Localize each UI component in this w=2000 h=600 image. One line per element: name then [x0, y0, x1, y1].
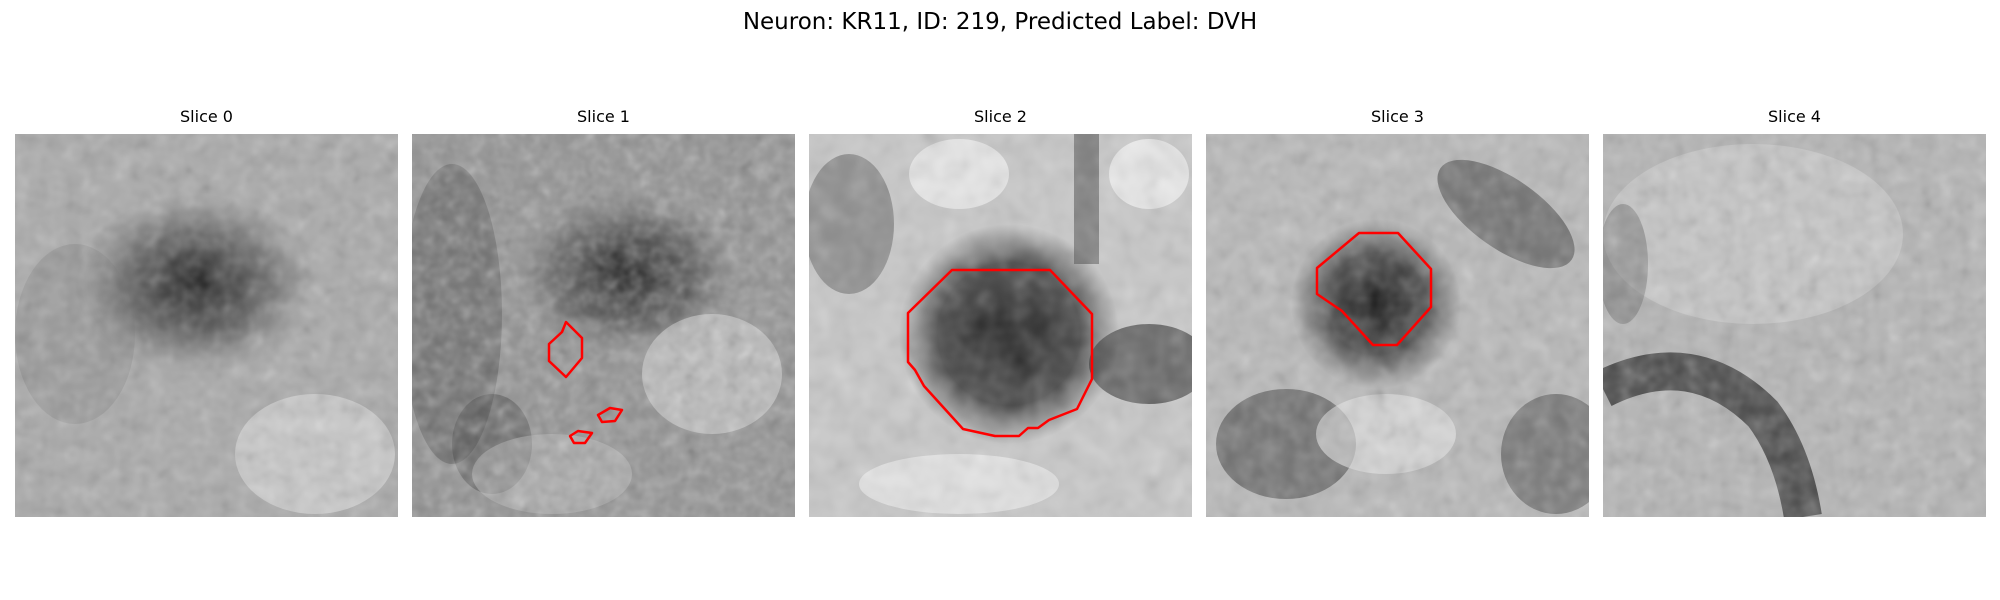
outline-contour	[568, 429, 594, 445]
slice-image-2	[809, 134, 1192, 517]
grain-texture	[1603, 134, 1986, 517]
grain-texture	[15, 134, 398, 517]
slice-image-4	[1603, 134, 1986, 517]
grain-texture	[1206, 134, 1589, 517]
figure-title: Neuron: KR11, ID: 219, Predicted Label: …	[742, 9, 1258, 35]
slice-image-1	[412, 134, 795, 517]
outline-contour	[906, 268, 1094, 438]
slice-image-0	[15, 134, 398, 517]
grain-texture	[809, 134, 1192, 517]
slice-panel-0: Slice 0	[15, 106, 398, 526]
slice-panel-4: Slice 4	[1603, 106, 1986, 526]
outline-contour	[596, 406, 624, 424]
slice-panel-3: Slice 3	[1206, 106, 1589, 526]
slice-title-2: Slice 2	[974, 107, 1027, 126]
slice-title-0: Slice 0	[180, 107, 233, 126]
outline-contour	[1315, 231, 1433, 347]
slice-title-4: Slice 4	[1768, 107, 1821, 126]
grain-texture	[412, 134, 795, 517]
segmentation-outline	[1315, 231, 1433, 347]
slice-image-3	[1206, 134, 1589, 517]
segmentation-outline	[547, 320, 624, 445]
slice-panel-2: Slice 2	[809, 106, 1192, 526]
segmentation-outline	[906, 268, 1094, 438]
slice-title-1: Slice 1	[577, 107, 630, 126]
outline-contour	[547, 320, 584, 379]
slice-title-3: Slice 3	[1371, 107, 1424, 126]
slice-panel-1: Slice 1	[412, 106, 795, 526]
